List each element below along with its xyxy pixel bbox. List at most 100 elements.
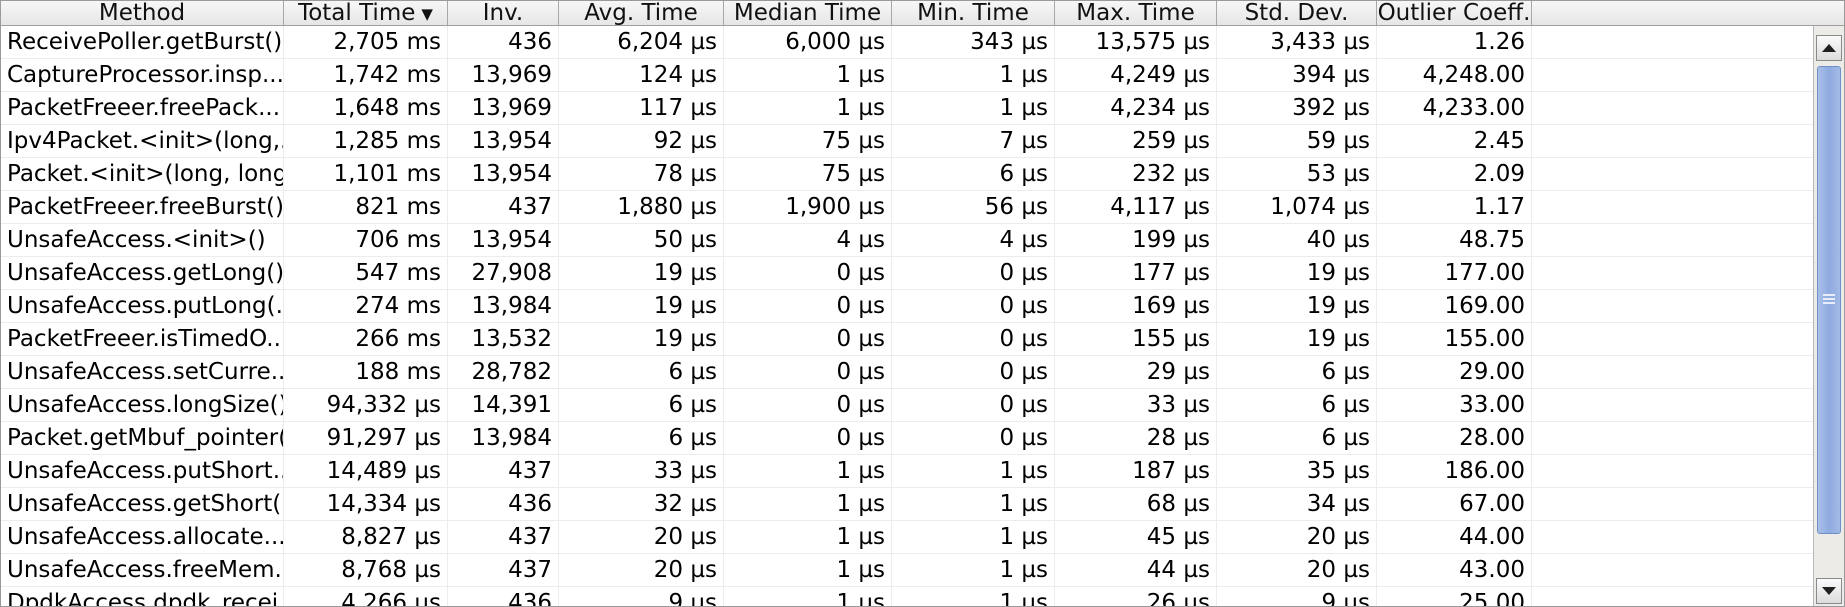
cell-outlier-coeff: 29.00 xyxy=(1377,356,1532,388)
table-row[interactable]: UnsafeAccess.putShort... 14,489 µs 437 33 µ… xyxy=(1,455,1813,488)
cell-invocations: 27,908 xyxy=(448,257,559,289)
cell-invocations: 13,532 xyxy=(448,323,559,355)
table-row[interactable]: UnsafeAccess.longSize() 94,332 µs 14,391 6 … xyxy=(1,389,1813,422)
cell-median-time: 0 µs xyxy=(724,356,892,388)
cell-max-time: 28 µs xyxy=(1055,422,1217,454)
cell-method: Packet.<init>(long, long) xyxy=(1,158,284,190)
cell-std-dev: 19 µs xyxy=(1217,257,1377,289)
cell-method: ReceivePoller.getBurst() xyxy=(1,26,284,58)
table-row[interactable]: PacketFreeer.freePack... 1,648 ms 13,969 11… xyxy=(1,92,1813,125)
cell-max-time: 4,234 µs xyxy=(1055,92,1217,124)
column-header-max-time[interactable]: Max. Time xyxy=(1055,1,1217,25)
grip-icon xyxy=(1823,294,1835,306)
cell-outlier-coeff: 169.00 xyxy=(1377,290,1532,322)
table-row[interactable]: UnsafeAccess.putLong(... 274 ms 13,984 19 µ… xyxy=(1,290,1813,323)
cell-median-time: 75 µs xyxy=(724,158,892,190)
table-body: ReceivePoller.getBurst() 2,705 ms 436 6,204… xyxy=(1,26,1813,606)
column-header-std-dev[interactable]: Std. Dev. xyxy=(1217,1,1377,25)
cell-min-time: 1 µs xyxy=(892,59,1055,91)
table-row[interactable]: DpdkAccess.dpdk_recei... 4,266 µs 436 9 µs 1… xyxy=(1,587,1813,606)
column-header-invocations[interactable]: Inv. xyxy=(448,1,559,25)
cell-std-dev: 35 µs xyxy=(1217,455,1377,487)
scroll-down-button[interactable] xyxy=(1816,578,1842,604)
cell-avg-time: 6 µs xyxy=(559,389,724,421)
column-header-avg-time[interactable]: Avg. Time xyxy=(559,1,724,25)
cell-total-time: 94,332 µs xyxy=(284,389,448,421)
cell-max-time: 177 µs xyxy=(1055,257,1217,289)
cell-outlier-coeff: 2.09 xyxy=(1377,158,1532,190)
cell-max-time: 29 µs xyxy=(1055,356,1217,388)
cell-median-time: 1 µs xyxy=(724,455,892,487)
cell-avg-time: 20 µs xyxy=(559,554,724,586)
table-row[interactable]: Ipv4Packet.<init>(long,... 1,285 ms 13,954… xyxy=(1,125,1813,158)
table-row[interactable]: ReceivePoller.getBurst() 2,705 ms 436 6,204… xyxy=(1,26,1813,59)
cell-outlier-coeff: 1.17 xyxy=(1377,191,1532,223)
cell-total-time: 547 ms xyxy=(284,257,448,289)
cell-method: UnsafeAccess.getLong() xyxy=(1,257,284,289)
table-row[interactable]: UnsafeAccess.getLong() 547 ms 27,908 19 µs 0… xyxy=(1,257,1813,290)
cell-std-dev: 20 µs xyxy=(1217,521,1377,553)
cell-min-time: 1 µs xyxy=(892,587,1055,606)
header-filler xyxy=(1532,1,1844,25)
cell-avg-time: 117 µs xyxy=(559,92,724,124)
cell-total-time: 274 ms xyxy=(284,290,448,322)
column-header-outlier-coeff[interactable]: Outlier Coeff. xyxy=(1377,1,1532,25)
cell-avg-time: 9 µs xyxy=(559,587,724,606)
cell-method: PacketFreeer.freePack... xyxy=(1,92,284,124)
cell-total-time: 4,266 µs xyxy=(284,587,448,606)
cell-total-time: 266 ms xyxy=(284,323,448,355)
scroll-up-button[interactable] xyxy=(1816,35,1842,61)
column-header-label: Inv. xyxy=(482,1,524,25)
cell-avg-time: 92 µs xyxy=(559,125,724,157)
cell-total-time: 1,101 ms xyxy=(284,158,448,190)
table-row[interactable]: UnsafeAccess.<init>() 706 ms 13,954 50 µs 4 … xyxy=(1,224,1813,257)
cell-min-time: 1 µs xyxy=(892,521,1055,553)
table-row[interactable]: CaptureProcessor.insp... 1,742 ms 13,969 12… xyxy=(1,59,1813,92)
table-row[interactable]: Packet.getMbuf_pointer() 91,297 µs 13,984 6… xyxy=(1,422,1813,455)
cell-outlier-coeff: 67.00 xyxy=(1377,488,1532,520)
cell-outlier-coeff: 44.00 xyxy=(1377,521,1532,553)
cell-std-dev: 34 µs xyxy=(1217,488,1377,520)
cell-max-time: 45 µs xyxy=(1055,521,1217,553)
table-row[interactable]: UnsafeAccess.allocate... 8,827 µs 437 20 µs… xyxy=(1,521,1813,554)
column-header-method[interactable]: Method xyxy=(1,1,284,25)
table-row[interactable]: UnsafeAccess.getShort() 14,334 µs 436 32 µs… xyxy=(1,488,1813,521)
cell-method: UnsafeAccess.putLong(... xyxy=(1,290,284,322)
column-header-label: Std. Dev. xyxy=(1244,1,1349,25)
cell-max-time: 26 µs xyxy=(1055,587,1217,606)
cell-median-time: 1 µs xyxy=(724,587,892,606)
table-row[interactable]: UnsafeAccess.setCurre... 188 ms 28,782 6 µs… xyxy=(1,356,1813,389)
cell-method: UnsafeAccess.<init>() xyxy=(1,224,284,256)
cell-min-time: 1 µs xyxy=(892,455,1055,487)
scrollbar-thumb[interactable] xyxy=(1817,66,1841,534)
column-header-label: Method xyxy=(98,1,186,25)
table-header: Method Total Time ▼ Inv. Avg. Time Median Tim… xyxy=(1,1,1844,26)
cell-invocations: 13,969 xyxy=(448,92,559,124)
table-row[interactable]: UnsafeAccess.freeMem... 8,768 µs 437 20 µs 1… xyxy=(1,554,1813,587)
table-row[interactable]: PacketFreeer.freeBurst() 821 ms 437 1,880 µ… xyxy=(1,191,1813,224)
cell-method: UnsafeAccess.getShort() xyxy=(1,488,284,520)
cell-median-time: 1 µs xyxy=(724,521,892,553)
cell-total-time: 14,334 µs xyxy=(284,488,448,520)
cell-max-time: 199 µs xyxy=(1055,224,1217,256)
cell-invocations: 13,984 xyxy=(448,422,559,454)
column-header-median-time[interactable]: Median Time xyxy=(724,1,892,25)
column-header-min-time[interactable]: Min. Time xyxy=(892,1,1055,25)
cell-invocations: 13,954 xyxy=(448,125,559,157)
cell-invocations: 437 xyxy=(448,191,559,223)
cell-median-time: 1 µs xyxy=(724,488,892,520)
cell-median-time: 0 µs xyxy=(724,389,892,421)
cell-method: PacketFreeer.isTimedO... xyxy=(1,323,284,355)
cell-outlier-coeff: 1.26 xyxy=(1377,26,1532,58)
cell-median-time: 0 µs xyxy=(724,257,892,289)
cell-outlier-coeff: 4,248.00 xyxy=(1377,59,1532,91)
cell-median-time: 1 µs xyxy=(724,554,892,586)
cell-avg-time: 50 µs xyxy=(559,224,724,256)
vertical-scrollbar[interactable] xyxy=(1813,26,1844,606)
table-row[interactable]: PacketFreeer.isTimedO... 266 ms 13,532 19 µ… xyxy=(1,323,1813,356)
cell-outlier-coeff: 155.00 xyxy=(1377,323,1532,355)
table-row[interactable]: Packet.<init>(long, long) 1,101 ms 13,954 7… xyxy=(1,158,1813,191)
column-header-label: Outlier Coeff. xyxy=(1377,1,1531,25)
column-header-total-time[interactable]: Total Time ▼ xyxy=(284,1,448,25)
